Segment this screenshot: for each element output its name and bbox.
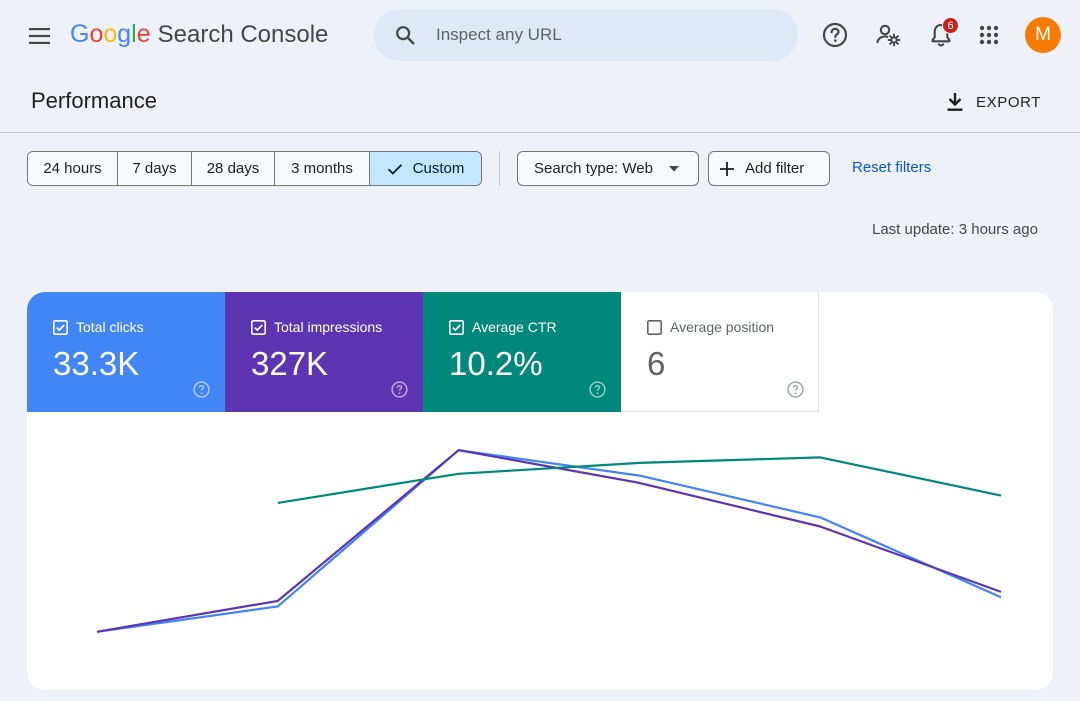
metric-value: 33.3K xyxy=(53,345,140,382)
search-icon xyxy=(396,26,415,45)
export-button[interactable]: EXPORT xyxy=(946,86,1041,118)
metric-value: 327K xyxy=(251,345,329,382)
series-line-total-impressions xyxy=(96,449,1002,633)
header-divider xyxy=(0,132,1080,133)
series-line-total-clicks xyxy=(96,449,1002,633)
url-inspection-search[interactable] xyxy=(374,9,798,61)
menu-icon xyxy=(29,28,50,44)
google-letter: l xyxy=(131,20,137,48)
product-logo[interactable]: Google Search Console xyxy=(70,20,328,49)
performance-chart xyxy=(96,449,1002,633)
checkbox-checked-icon[interactable] xyxy=(53,319,68,335)
main-menu-button[interactable] xyxy=(22,18,58,54)
metric-label-row: Total clicks xyxy=(53,319,144,335)
metric-label-row: Total impressions xyxy=(251,319,382,335)
range-7-days[interactable]: 7 days xyxy=(118,152,192,185)
check-icon xyxy=(387,163,402,175)
download-icon xyxy=(947,93,963,111)
date-range-selector: 24 hours 7 days 28 days 3 months Custom xyxy=(27,151,482,186)
metric-total-impressions[interactable]: Total impressions 327K xyxy=(225,292,423,412)
range-label: 3 months xyxy=(291,160,353,177)
range-label: 28 days xyxy=(206,160,260,177)
range-24-hours[interactable]: 24 hours xyxy=(28,152,118,185)
help-button[interactable] xyxy=(817,17,853,53)
range-3-months[interactable]: 3 months xyxy=(275,152,370,185)
apps-icon xyxy=(979,25,999,45)
help-icon[interactable] xyxy=(589,381,606,398)
manage-users-icon xyxy=(876,24,901,47)
metric-label-row: Average CTR xyxy=(449,319,557,335)
top-app-bar: Google Search Console xyxy=(0,0,1080,72)
metric-value: 10.2% xyxy=(449,345,543,382)
help-icon xyxy=(822,22,848,48)
export-label: EXPORT xyxy=(976,93,1042,111)
dropdown-arrow-icon xyxy=(668,165,679,171)
search-input[interactable] xyxy=(436,25,756,45)
checkbox-checked-icon[interactable] xyxy=(449,319,464,335)
page-title: Performance xyxy=(31,88,157,113)
filter-separator xyxy=(499,151,500,186)
metric-label: Total clicks xyxy=(76,319,144,335)
range-label: 7 days xyxy=(132,160,177,177)
metric-label: Average CTR xyxy=(472,319,557,335)
add-filter-button[interactable]: Add filter xyxy=(708,151,830,186)
notifications-button[interactable]: 6 xyxy=(923,17,959,53)
series-line-average-ctr xyxy=(277,456,1002,504)
google-letter: g xyxy=(117,20,132,48)
search-type-label: Search type: Web xyxy=(534,160,653,177)
plus-icon xyxy=(720,161,734,176)
notification-badge: 6 xyxy=(942,17,959,34)
range-label: 24 hours xyxy=(43,160,102,177)
help-icon[interactable] xyxy=(193,381,210,398)
help-icon[interactable] xyxy=(787,381,804,398)
apps-button[interactable] xyxy=(971,17,1007,53)
google-letter: e xyxy=(136,20,151,48)
range-label: Custom xyxy=(412,160,465,177)
account-avatar[interactable]: M xyxy=(1025,17,1061,53)
manage-users-button[interactable] xyxy=(870,17,906,53)
metric-value: 6 xyxy=(647,345,666,382)
google-letter: o xyxy=(89,20,104,48)
product-name: Search Console xyxy=(157,21,329,48)
metric-average-position[interactable]: Average position 6 xyxy=(621,292,819,412)
search-type-dropdown[interactable]: Search type: Web xyxy=(517,151,699,186)
add-filter-label: Add filter xyxy=(745,160,805,177)
last-update-text: Last update: 3 hours ago xyxy=(872,221,1038,238)
range-28-days[interactable]: 28 days xyxy=(192,152,275,185)
reset-filters-link[interactable]: Reset filters xyxy=(852,159,932,176)
metric-average-ctr[interactable]: Average CTR 10.2% xyxy=(423,292,621,412)
checkbox-checked-icon[interactable] xyxy=(251,319,266,335)
help-icon[interactable] xyxy=(391,381,408,398)
checkbox-unchecked-icon[interactable] xyxy=(647,319,662,335)
range-custom[interactable]: Custom xyxy=(370,152,481,185)
metric-total-clicks[interactable]: Total clicks 33.3K xyxy=(27,292,225,412)
metric-label: Average position xyxy=(670,319,775,335)
google-letter: G xyxy=(70,20,90,48)
performance-card: Total clicks 33.3K Total impressions 327… xyxy=(27,292,1053,690)
google-wordmark: Google xyxy=(70,20,151,49)
metric-label-row: Average position xyxy=(647,319,774,335)
metric-label: Total impressions xyxy=(274,319,383,335)
google-letter: o xyxy=(103,20,118,48)
